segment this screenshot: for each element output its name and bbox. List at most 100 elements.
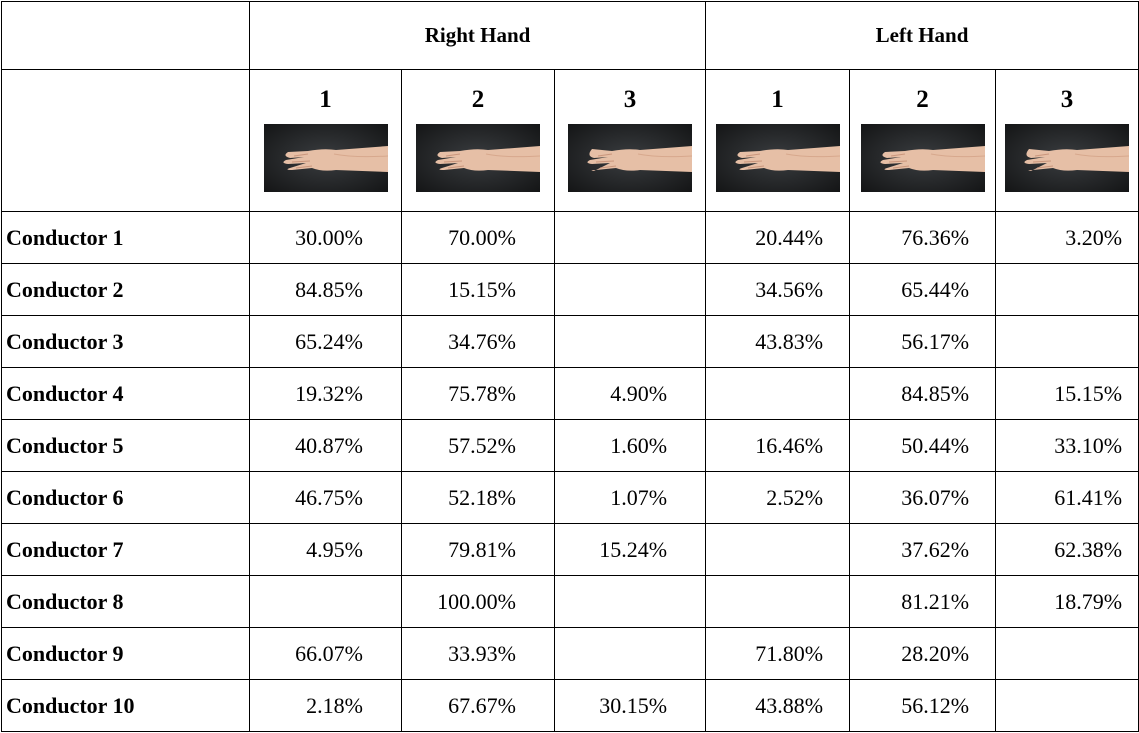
value-cell: 65.44% bbox=[849, 263, 997, 316]
data-row: Conductor 6 46.75% 52.18% 1.07% 2.52% 36.07% 6… bbox=[1, 471, 1139, 524]
value-cell bbox=[705, 367, 851, 420]
column-header-row: 1 2 3 1 2 3 bbox=[1, 69, 1139, 212]
value-cell bbox=[553, 627, 707, 680]
value-cell: 1.07% bbox=[553, 471, 707, 524]
row-label: Conductor 1 bbox=[1, 211, 250, 264]
data-row: Conductor 5 40.87% 57.52% 1.60% 16.46% 50.44%… bbox=[1, 419, 1139, 472]
row-label: Conductor 5 bbox=[1, 419, 250, 472]
value-cell: 81.21% bbox=[849, 575, 997, 628]
value-cell: 37.62% bbox=[849, 523, 997, 576]
value-cell: 43.88% bbox=[705, 679, 851, 732]
value-cell bbox=[553, 315, 707, 368]
value-cell: 4.95% bbox=[249, 523, 402, 576]
data-row: Conductor 8 100.00% 81.21% 18.79% bbox=[1, 575, 1139, 628]
value-cell: 16.46% bbox=[705, 419, 851, 472]
column-number: 1 bbox=[771, 86, 784, 113]
value-cell bbox=[705, 523, 851, 576]
value-cell: 4.90% bbox=[553, 367, 707, 420]
value-cell: 15.24% bbox=[553, 523, 707, 576]
group-header: Right Hand bbox=[248, 1, 707, 70]
value-cell: 2.52% bbox=[705, 471, 851, 524]
corner-cell bbox=[1, 1, 250, 70]
column-number: 1 bbox=[319, 86, 332, 113]
row-label: Conductor 8 bbox=[1, 575, 250, 628]
value-cell: 1.60% bbox=[553, 419, 707, 472]
value-cell: 15.15% bbox=[995, 367, 1139, 420]
corner-cell bbox=[1, 69, 250, 212]
hand-photo bbox=[715, 124, 840, 192]
value-cell: 28.20% bbox=[849, 627, 997, 680]
column-header: 2 bbox=[849, 69, 997, 212]
value-cell: 36.07% bbox=[849, 471, 997, 524]
row-label: Conductor 3 bbox=[1, 315, 250, 368]
value-cell bbox=[249, 575, 402, 628]
value-cell: 76.36% bbox=[849, 211, 997, 264]
value-cell: 18.79% bbox=[995, 575, 1139, 628]
value-cell bbox=[995, 263, 1139, 316]
value-cell: 30.15% bbox=[553, 679, 707, 732]
hand-photo bbox=[1005, 124, 1130, 192]
value-cell: 19.32% bbox=[249, 367, 402, 420]
value-cell: 66.07% bbox=[249, 627, 402, 680]
value-cell: 84.85% bbox=[849, 367, 997, 420]
value-cell: 15.15% bbox=[401, 263, 555, 316]
value-cell bbox=[995, 627, 1139, 680]
value-cell: 100.00% bbox=[401, 575, 555, 628]
row-label: Conductor 4 bbox=[1, 367, 250, 420]
hand-photo bbox=[860, 124, 985, 192]
value-cell bbox=[553, 263, 707, 316]
column-header: 2 bbox=[401, 69, 555, 212]
value-cell bbox=[553, 575, 707, 628]
column-header: 3 bbox=[553, 69, 707, 212]
data-row: Conductor 4 19.32% 75.78% 4.90% 84.85% 15.15% bbox=[1, 367, 1139, 420]
value-cell bbox=[705, 575, 851, 628]
column-header: 1 bbox=[705, 69, 851, 212]
data-row: Conductor 10 2.18% 67.67% 30.15% 43.88% 56.12… bbox=[1, 679, 1139, 732]
value-cell: 79.81% bbox=[401, 523, 555, 576]
value-cell: 20.44% bbox=[705, 211, 851, 264]
row-label: Conductor 2 bbox=[1, 263, 250, 316]
column-header: 3 bbox=[995, 69, 1139, 212]
value-cell: 40.87% bbox=[249, 419, 402, 472]
value-cell: 3.20% bbox=[995, 211, 1139, 264]
data-row: Conductor 1 30.00% 70.00% 20.44% 76.36% 3.20% bbox=[1, 211, 1139, 264]
column-header: 1 bbox=[249, 69, 402, 212]
value-cell: 56.17% bbox=[849, 315, 997, 368]
group-header: Left Hand bbox=[705, 1, 1139, 70]
value-cell: 84.85% bbox=[249, 263, 402, 316]
value-cell: 46.75% bbox=[249, 471, 402, 524]
value-cell: 2.18% bbox=[249, 679, 402, 732]
value-cell: 71.80% bbox=[705, 627, 851, 680]
value-cell: 50.44% bbox=[849, 419, 997, 472]
value-cell: 61.41% bbox=[995, 471, 1139, 524]
row-label: Conductor 6 bbox=[1, 471, 250, 524]
data-row: Conductor 2 84.85% 15.15% 34.56% 65.44% bbox=[1, 263, 1139, 316]
row-label: Conductor 10 bbox=[1, 679, 250, 732]
data-row: Conductor 7 4.95% 79.81% 15.24% 37.62% 62.38% bbox=[1, 523, 1139, 576]
value-cell: 62.38% bbox=[995, 523, 1139, 576]
group-header-row: Right Hand Left Hand bbox=[1, 1, 1139, 70]
data-row: Conductor 3 65.24% 34.76% 43.83% 56.17% bbox=[1, 315, 1139, 368]
value-cell: 52.18% bbox=[401, 471, 555, 524]
column-number: 3 bbox=[1060, 86, 1074, 113]
data-row: Conductor 9 66.07% 33.93% 71.80% 28.20% bbox=[1, 627, 1139, 680]
value-cell bbox=[995, 315, 1139, 368]
value-cell: 30.00% bbox=[249, 211, 402, 264]
row-label: Conductor 9 bbox=[1, 627, 250, 680]
value-cell: 34.56% bbox=[705, 263, 851, 316]
value-cell: 67.67% bbox=[401, 679, 555, 732]
value-cell: 70.00% bbox=[401, 211, 555, 264]
value-cell: 43.83% bbox=[705, 315, 851, 368]
value-cell: 33.93% bbox=[401, 627, 555, 680]
hand-photo bbox=[263, 124, 388, 192]
value-cell: 75.78% bbox=[401, 367, 555, 420]
value-cell bbox=[995, 679, 1139, 732]
column-number: 3 bbox=[623, 86, 637, 113]
column-number: 2 bbox=[916, 86, 929, 113]
row-label: Conductor 7 bbox=[1, 523, 250, 576]
hand-photo bbox=[416, 124, 540, 192]
column-number: 2 bbox=[471, 86, 485, 113]
